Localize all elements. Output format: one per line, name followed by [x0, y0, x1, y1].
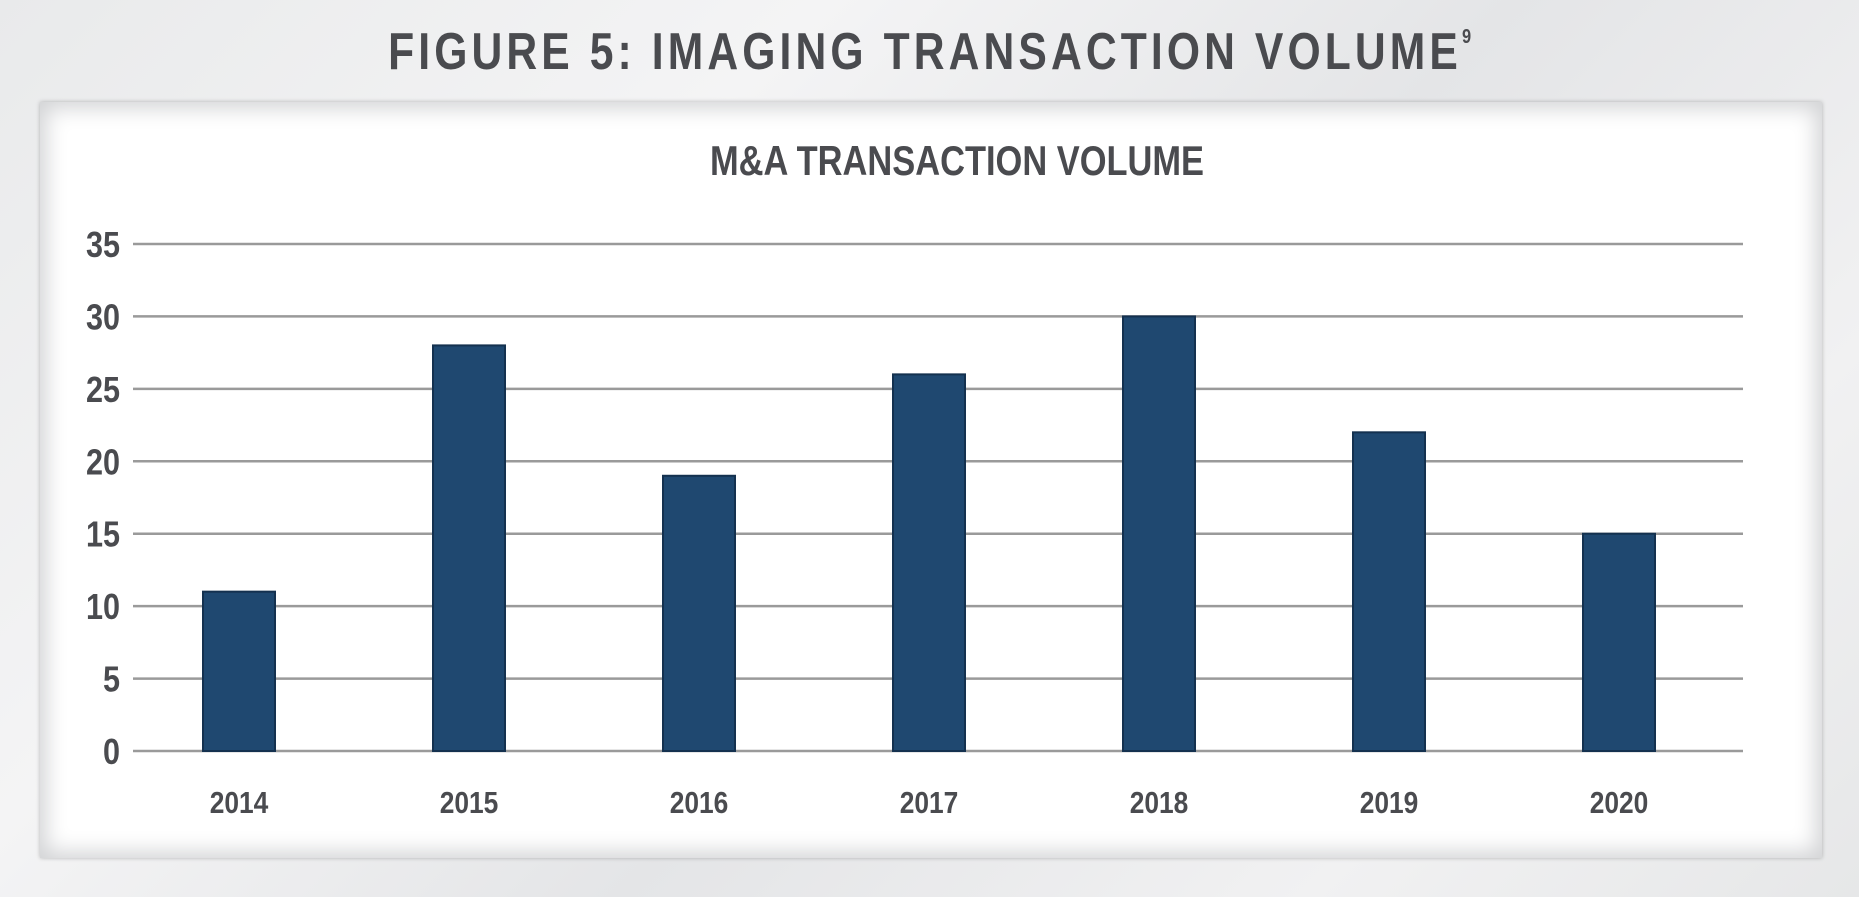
x-tick-label: 2014 — [210, 786, 269, 820]
bar-2015 — [432, 344, 506, 752]
y-tick-label: 10 — [86, 588, 120, 628]
chart-panel: M&A TRANSACTION VOLUME 0 5 10 15 20 25 30 35 20… — [40, 102, 1822, 858]
y-tick-label: 35 — [86, 226, 120, 266]
figure-title-text: FIGURE 5: IMAGING TRANSACTION VOLUME — [388, 23, 1462, 81]
y-tick-label: 5 — [103, 660, 120, 700]
bars — [202, 315, 1656, 753]
x-axis-ticks: 2014 2015 2016 2017 2018 2019 2020 — [210, 786, 1649, 820]
x-tick-label: 2017 — [900, 786, 959, 820]
y-tick-label: 15 — [86, 515, 120, 555]
bar-2018 — [1122, 315, 1196, 753]
bar-2014 — [202, 590, 276, 752]
y-tick-label: 25 — [86, 371, 120, 411]
chart-title: M&A TRANSACTION VOLUME — [710, 138, 1204, 185]
y-tick-label: 30 — [86, 298, 120, 338]
y-tick-label: 0 — [103, 733, 120, 773]
bar-chart: M&A TRANSACTION VOLUME 0 5 10 15 20 25 30 35 20… — [86, 138, 1743, 821]
y-tick-label: 20 — [86, 443, 120, 483]
bar-2020 — [1582, 532, 1656, 753]
x-tick-label: 2020 — [1590, 786, 1649, 820]
figure-title: FIGURE 5: IMAGING TRANSACTION VOLUME9 — [167, 22, 1691, 82]
x-tick-label: 2018 — [1130, 786, 1189, 820]
y-axis-ticks: 0 5 10 15 20 25 30 35 — [86, 226, 120, 773]
footnote-marker: 9 — [1461, 25, 1472, 48]
x-tick-label: 2015 — [440, 786, 499, 820]
bar-2017 — [892, 373, 966, 752]
x-tick-label: 2016 — [670, 786, 729, 820]
x-tick-label: 2019 — [1360, 786, 1419, 820]
bar-2016 — [662, 474, 736, 752]
bar-2019 — [1352, 431, 1426, 752]
